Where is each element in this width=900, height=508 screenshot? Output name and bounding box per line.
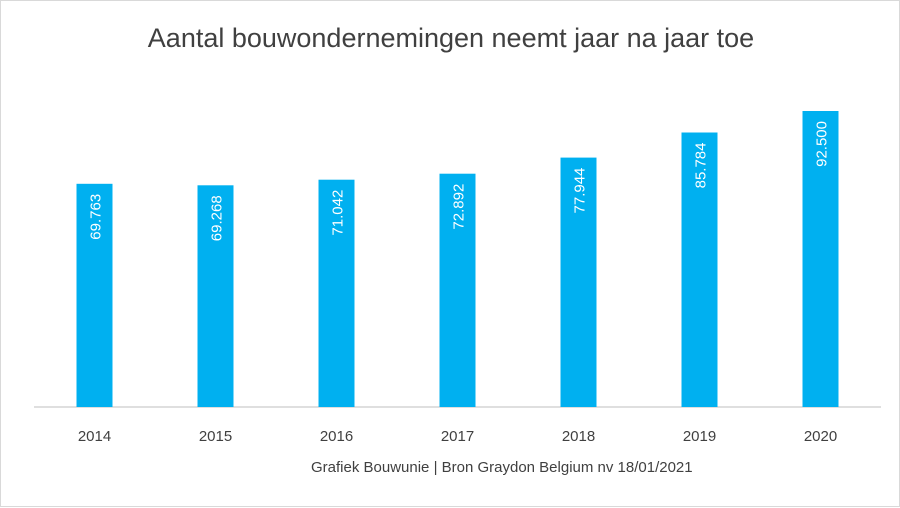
bar-2015 bbox=[197, 185, 234, 407]
bar-2016 bbox=[318, 179, 355, 407]
source-note: Grafiek Bouwunie | Bron Graydon Belgium … bbox=[311, 459, 693, 476]
x-tick-label-2018: 2018 bbox=[562, 428, 595, 445]
data-label-2014: 69.763 bbox=[88, 194, 105, 240]
data-label-2020: 92.500 bbox=[814, 121, 831, 167]
bar-2020 bbox=[802, 111, 839, 407]
bar-2017 bbox=[439, 173, 476, 407]
chart-title: Aantal bouwondernemingen neemt jaar na j… bbox=[147, 23, 755, 53]
bar-2018 bbox=[560, 157, 597, 407]
bar-2014 bbox=[76, 183, 113, 407]
x-tick-label-2014: 2014 bbox=[78, 428, 111, 445]
x-tick-label-2015: 2015 bbox=[199, 428, 232, 445]
data-label-2019: 85.784 bbox=[693, 143, 710, 189]
x-tick-label-2016: 2016 bbox=[320, 428, 353, 445]
data-label-2016: 71.042 bbox=[330, 190, 347, 236]
data-label-2015: 69.268 bbox=[209, 195, 226, 241]
data-label-2018: 77.944 bbox=[572, 168, 589, 214]
x-tick-label-2017: 2017 bbox=[441, 428, 474, 445]
bar-2019 bbox=[681, 132, 718, 407]
x-tick-label-2019: 2019 bbox=[683, 428, 716, 445]
x-tick-label-2020: 2020 bbox=[804, 428, 837, 445]
data-label-2017: 72.892 bbox=[451, 184, 468, 230]
